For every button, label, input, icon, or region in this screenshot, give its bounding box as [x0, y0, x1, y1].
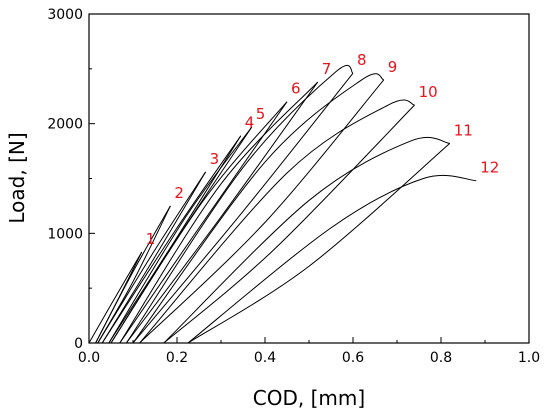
loading-curve-7 [119, 81, 319, 344]
loading-curve-4 [101, 135, 242, 344]
loading-curve-11 [163, 136, 450, 344]
x-tick-label: 0.4 [254, 350, 276, 366]
y-tick-label: 2000 [47, 117, 83, 133]
loading-curve-3 [97, 171, 207, 344]
cycle-label-12: 12 [480, 159, 499, 177]
unloading-curve-11 [187, 143, 451, 344]
loading-curve-8 [125, 65, 354, 344]
cycle-label-1: 1 [146, 230, 156, 248]
loading-curve-2 [95, 205, 171, 344]
x-tick-label: 1.0 [518, 350, 540, 366]
loading-curve-5 [108, 126, 253, 344]
cycle-label-10: 10 [419, 83, 438, 101]
cycle-label-2: 2 [174, 184, 184, 202]
cycle-label-7: 7 [322, 60, 332, 78]
cycle-label-9: 9 [388, 58, 398, 76]
x-axis-title: COD, [mm] [253, 386, 365, 410]
cycle-label-3: 3 [210, 150, 220, 168]
loading-curve-1 [88, 251, 143, 344]
x-tick-label: 0.8 [430, 350, 452, 366]
cycle-label-4: 4 [245, 114, 255, 132]
unloading-curve-4 [108, 135, 242, 344]
unloading-curve-9 [139, 79, 385, 344]
loading-curve-9 [132, 73, 385, 344]
x-tick-label: 0.6 [342, 350, 364, 366]
unloading-curve-8 [132, 72, 354, 344]
cycle-label-5: 5 [256, 105, 266, 123]
x-axis-ticks: 0.0 0.2 0.4 0.6 0.8 1.0 [78, 337, 540, 366]
cycle-label-8: 8 [357, 51, 367, 69]
cycle-label-11: 11 [454, 121, 473, 139]
load-cod-curves [88, 65, 477, 344]
y-axis-ticks: 0 1000 2000 3000 [47, 7, 95, 352]
y-tick-label: 3000 [47, 7, 83, 23]
y-axis-title: Load, [N] [5, 132, 29, 223]
unloading-curve-7 [126, 81, 319, 344]
unloading-curve-10 [163, 104, 415, 344]
x-tick-label: 0.0 [78, 350, 100, 366]
y-tick-label: 0 [74, 336, 83, 352]
y-tick-label: 1000 [47, 226, 83, 242]
cycle-label-6: 6 [291, 80, 301, 98]
loading-curve-6 [110, 101, 288, 344]
loading-curve-12 [187, 174, 477, 344]
x-tick-label: 0.2 [166, 350, 188, 366]
loading-curve-10 [139, 99, 415, 344]
unloading-curve-6 [119, 101, 288, 344]
unloading-curve-3 [101, 171, 207, 344]
